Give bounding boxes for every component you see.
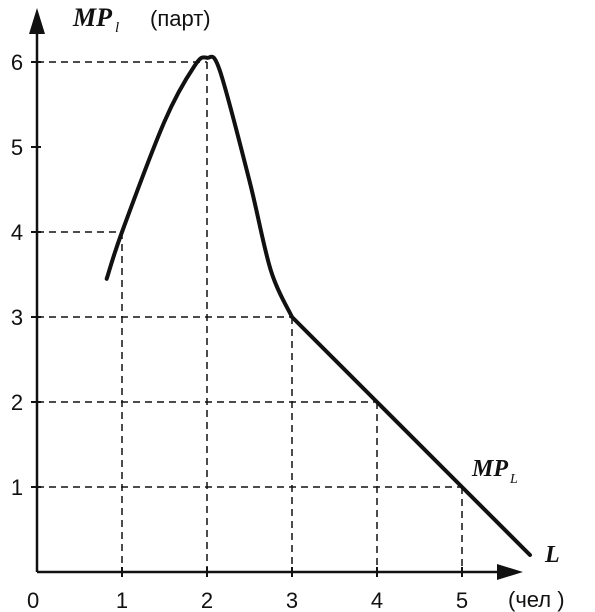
series-label-symbol: MP — [471, 456, 508, 482]
y-tick-label: 2 — [11, 390, 23, 415]
x-tick-label: 4 — [371, 588, 383, 612]
y-tick-label: 5 — [11, 135, 23, 160]
origin-label: 0 — [27, 588, 39, 612]
y-tick-label: 6 — [11, 50, 23, 75]
y-tick-label: 1 — [11, 475, 23, 500]
series-label-subscript: L — [509, 472, 518, 487]
y-axis-title: MP l — [72, 3, 119, 36]
y-tick-label: 3 — [11, 305, 23, 330]
x-axis-symbol: L — [544, 542, 560, 568]
x-tick-label: 1 — [116, 588, 128, 612]
y-axis-subscript: l — [115, 20, 119, 36]
x-axis-unit: (чел ) — [508, 587, 565, 612]
y-axis-arrow — [29, 8, 45, 34]
tick-labels: 1 2 3 4 5 1 2 3 4 5 6 — [11, 50, 468, 612]
x-axis-arrow — [497, 564, 523, 580]
guide-lines — [37, 61, 463, 572]
y-tick-label: 4 — [11, 220, 23, 245]
axes — [29, 8, 523, 580]
x-tick-label: 3 — [286, 588, 298, 612]
y-axis-symbol: MP — [72, 3, 113, 32]
mp-curve — [104, 54, 532, 557]
x-tick-label: 2 — [201, 588, 213, 612]
x-tick-label: 5 — [456, 588, 468, 612]
y-axis-unit: (парт) — [150, 6, 211, 31]
series-label: MP L — [471, 456, 518, 487]
